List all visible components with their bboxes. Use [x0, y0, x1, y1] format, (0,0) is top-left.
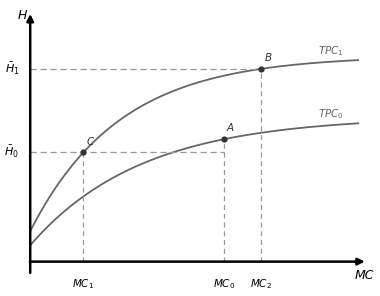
Text: $\bar{\mathit{H}}_0$: $\bar{\mathit{H}}_0$ — [5, 144, 19, 160]
Point — [258, 67, 264, 71]
Text: $\mathit{MC}_0$: $\mathit{MC}_0$ — [213, 278, 235, 291]
Text: $\mathit{MC}_1$: $\mathit{MC}_1$ — [72, 278, 94, 291]
Point — [221, 137, 227, 141]
Text: H: H — [18, 9, 27, 22]
Text: B: B — [264, 53, 272, 63]
Text: $\mathit{MC}_2$: $\mathit{MC}_2$ — [250, 278, 272, 291]
Text: $\bar{\mathit{H}}_1$: $\bar{\mathit{H}}_1$ — [5, 61, 19, 77]
Text: C: C — [86, 137, 94, 147]
Text: MC: MC — [355, 269, 374, 282]
Text: A: A — [227, 123, 234, 133]
Text: $\mathit{TPC}_0$: $\mathit{TPC}_0$ — [318, 107, 344, 121]
Text: $\mathit{TPC}_1$: $\mathit{TPC}_1$ — [318, 44, 344, 58]
Point — [80, 150, 86, 155]
